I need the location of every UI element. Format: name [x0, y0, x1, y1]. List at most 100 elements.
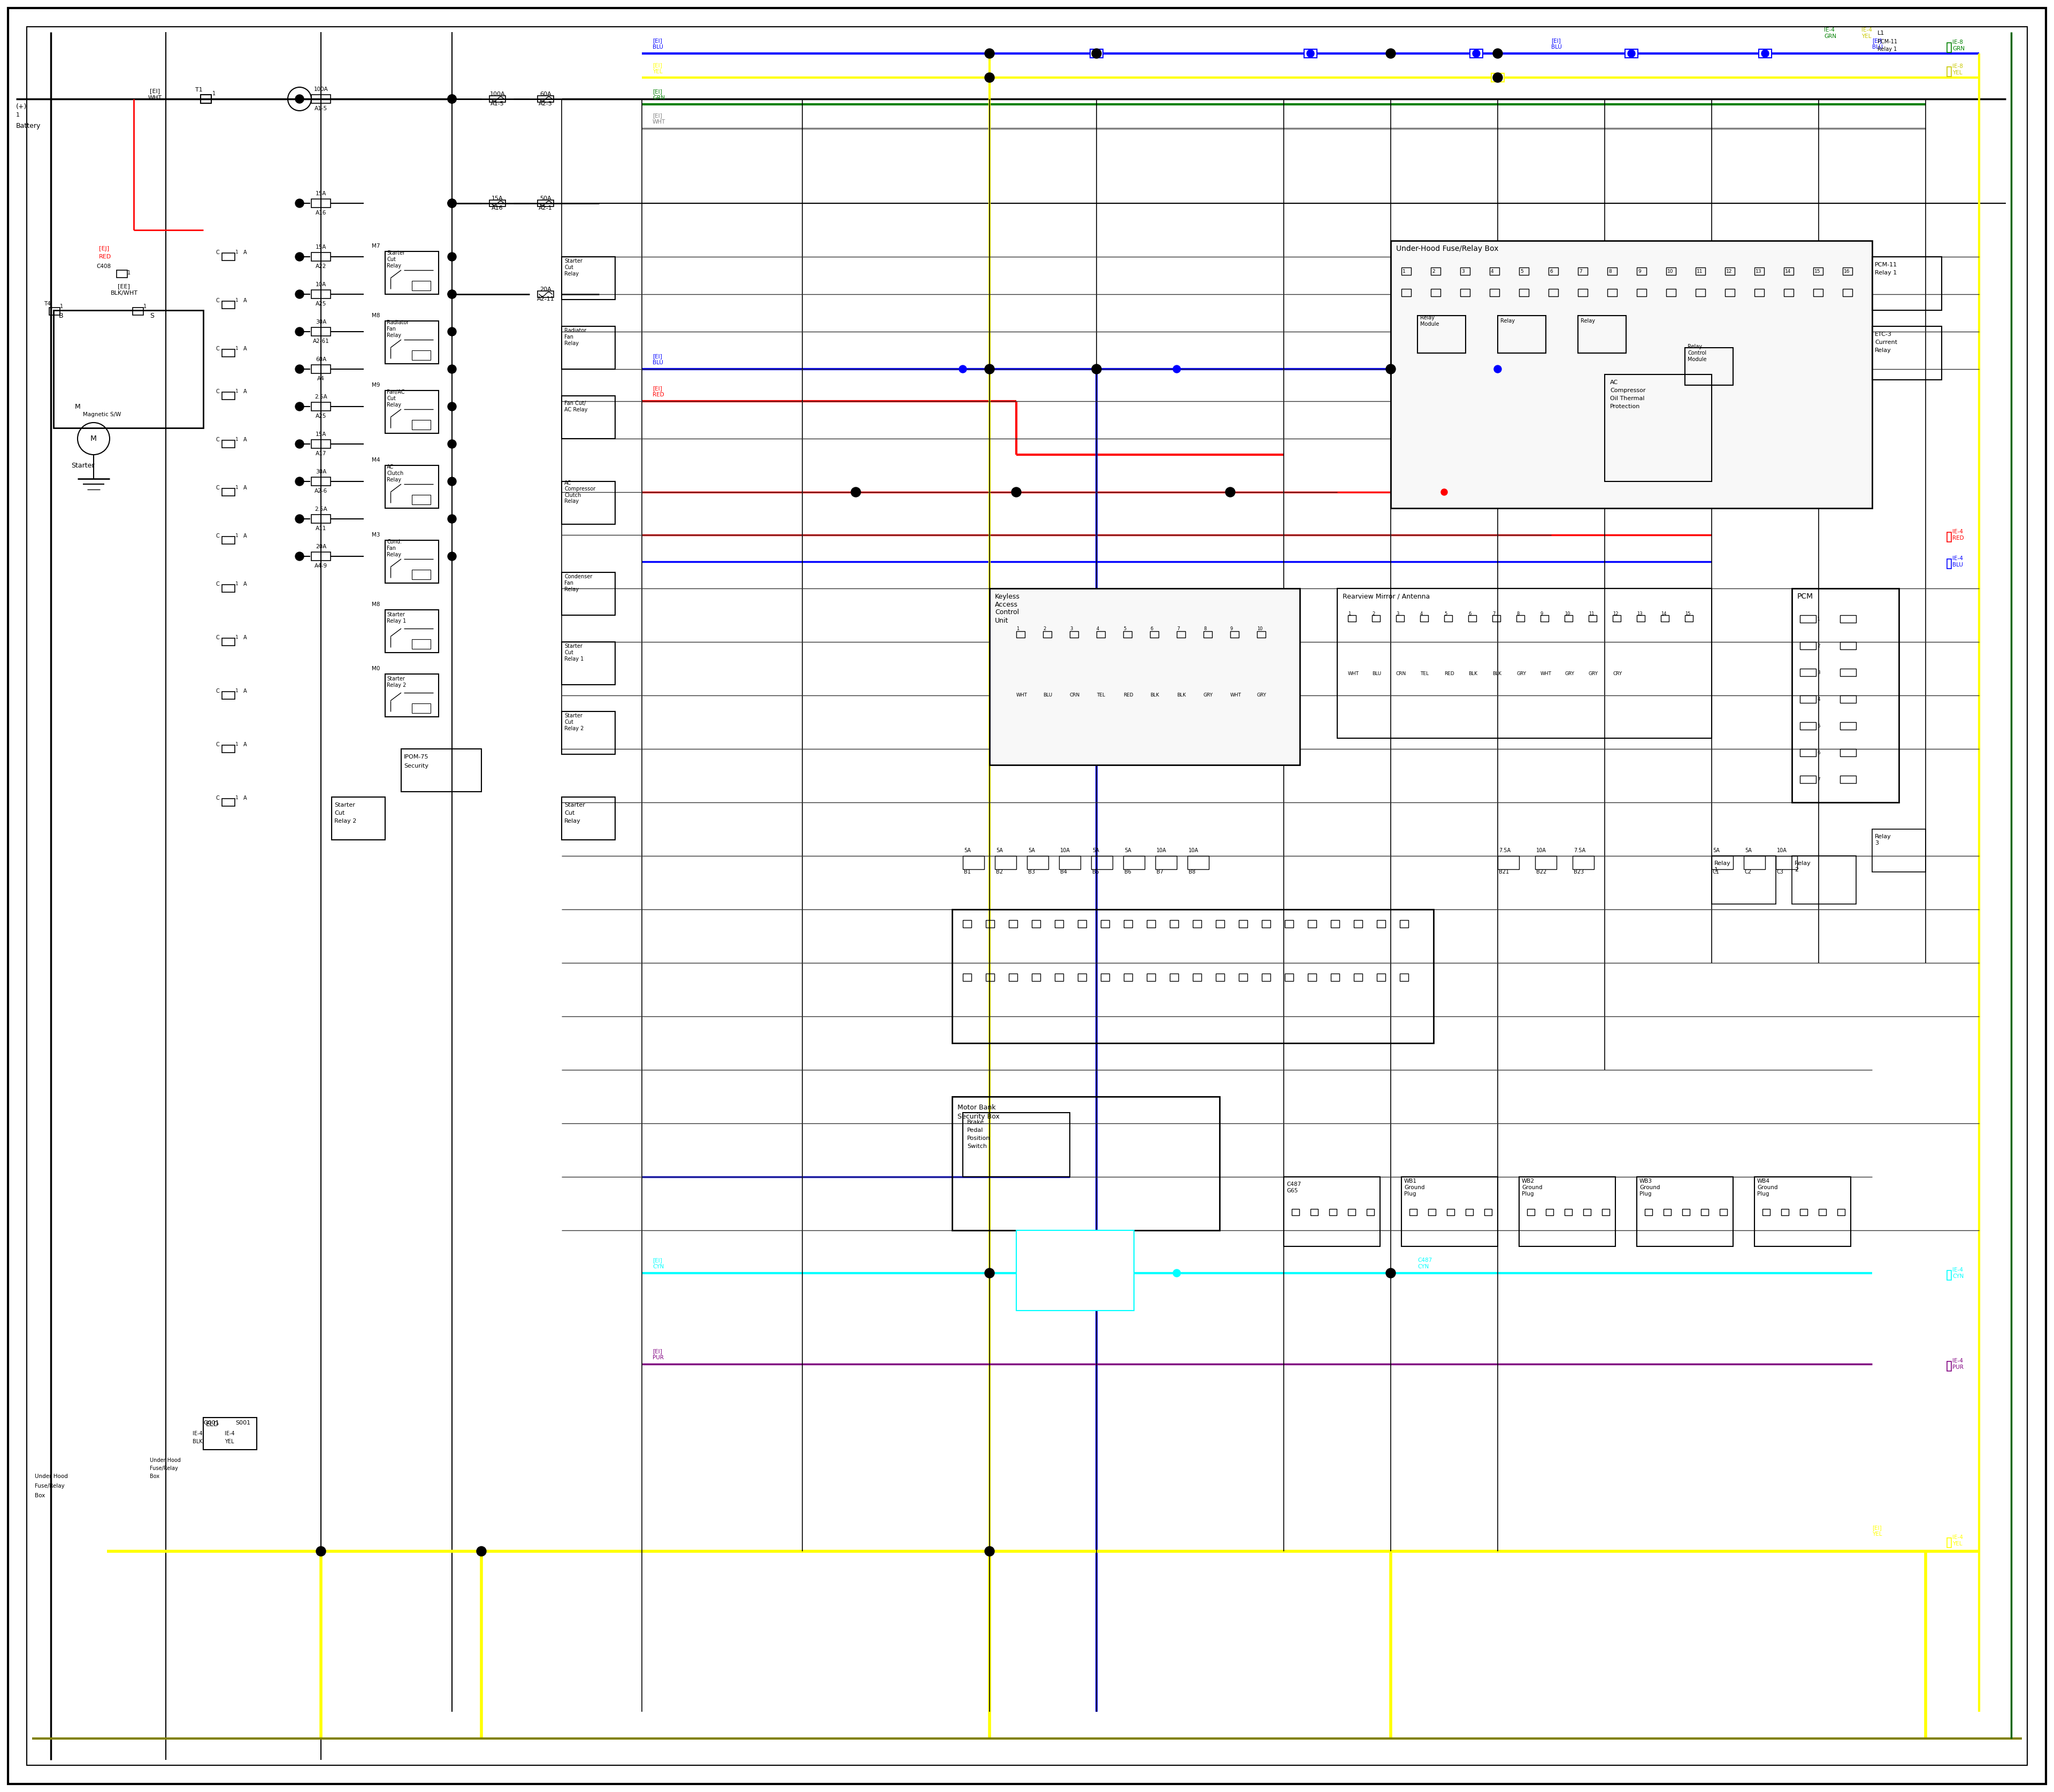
Text: L1: L1: [1877, 30, 1886, 36]
Text: Cut: Cut: [335, 810, 345, 815]
Bar: [1871, 830, 1927, 873]
Text: Starter
Relay 2: Starter Relay 2: [386, 676, 407, 688]
Text: M7: M7: [372, 244, 380, 249]
Bar: [1097, 631, 1105, 638]
Text: Position: Position: [967, 1136, 990, 1142]
Bar: [413, 351, 431, 360]
Text: WB3
Ground
Plug: WB3 Ground Plug: [1639, 1179, 1660, 1197]
Bar: [222, 489, 234, 496]
Text: B4: B4: [1060, 869, 1066, 874]
Text: Oil Thermal: Oil Thermal: [1610, 396, 1645, 401]
Text: S: S: [150, 312, 154, 319]
Bar: [1754, 289, 1764, 296]
Bar: [1460, 289, 1471, 296]
Text: M: M: [74, 403, 80, 410]
Text: RED: RED: [1444, 672, 1454, 676]
Bar: [1684, 348, 1734, 385]
Text: IE-4
BLU: IE-4 BLU: [1953, 556, 1964, 568]
Bar: [1526, 1210, 1534, 1215]
Text: A: A: [242, 688, 246, 694]
Text: Relay 2: Relay 2: [335, 819, 357, 824]
Text: 1: 1: [236, 251, 238, 254]
Text: 9: 9: [1540, 611, 1543, 616]
Bar: [1471, 48, 1483, 57]
Bar: [1031, 919, 1041, 928]
Text: C1: C1: [1713, 869, 1719, 874]
Bar: [1711, 857, 1734, 869]
Text: Fuse/Relay: Fuse/Relay: [35, 1484, 64, 1489]
Text: Fan Cut/
AC Relay: Fan Cut/ AC Relay: [565, 401, 587, 412]
Circle shape: [1386, 1269, 1395, 1278]
Bar: [1216, 973, 1224, 980]
Text: 2.5A: 2.5A: [314, 394, 327, 400]
Bar: [1818, 1210, 1826, 1215]
Bar: [386, 466, 440, 509]
Text: 4: 4: [1419, 611, 1423, 616]
Text: 1: 1: [1347, 611, 1352, 616]
Bar: [963, 919, 972, 928]
Text: B2: B2: [996, 869, 1002, 874]
Text: WHT: WHT: [1347, 672, 1360, 676]
Text: 15: 15: [1814, 269, 1820, 274]
Text: 5A: 5A: [1744, 848, 1752, 853]
Text: C: C: [216, 486, 220, 491]
Text: 1: 1: [236, 582, 238, 586]
Bar: [1177, 631, 1185, 638]
Text: Current: Current: [1875, 340, 1898, 346]
Bar: [1637, 615, 1645, 622]
Text: IE-4
RED: IE-4 RED: [1953, 529, 1964, 541]
Text: WB2
Ground
Plug: WB2 Ground Plug: [1522, 1179, 1543, 1197]
Circle shape: [448, 95, 456, 104]
Circle shape: [984, 73, 994, 82]
Bar: [386, 251, 440, 294]
Bar: [538, 201, 555, 206]
Bar: [1604, 375, 1711, 482]
Text: ETC-3: ETC-3: [1875, 332, 1892, 337]
Circle shape: [448, 514, 456, 523]
Text: 7: 7: [1818, 778, 1820, 781]
Circle shape: [448, 477, 456, 486]
Bar: [1497, 857, 1520, 869]
Text: Compressor: Compressor: [1610, 387, 1645, 392]
Bar: [1840, 642, 1857, 649]
Bar: [986, 973, 994, 980]
Text: Starter: Starter: [72, 462, 94, 470]
Text: YEL: YEL: [224, 1439, 234, 1444]
Text: [EI]
WHT: [EI] WHT: [653, 113, 665, 124]
Text: 20A: 20A: [316, 545, 327, 550]
Bar: [1520, 289, 1528, 296]
Bar: [1347, 1210, 1356, 1215]
Bar: [203, 1417, 257, 1450]
Bar: [1701, 1210, 1709, 1215]
Text: 10A: 10A: [1777, 848, 1787, 853]
Bar: [1744, 857, 1764, 869]
Text: GRY: GRY: [1565, 672, 1573, 676]
Circle shape: [1093, 364, 1101, 375]
Bar: [312, 253, 331, 262]
Text: Security: Security: [405, 763, 429, 769]
Bar: [1286, 919, 1294, 928]
Bar: [1261, 919, 1269, 928]
Bar: [1171, 919, 1179, 928]
Bar: [1337, 588, 1711, 738]
Text: BLK: BLK: [1177, 694, 1185, 697]
Text: 10: 10: [1565, 611, 1569, 616]
Bar: [1171, 973, 1179, 980]
Text: Relay: Relay: [1499, 319, 1516, 324]
Text: 15A: 15A: [316, 192, 327, 197]
Bar: [1397, 615, 1405, 622]
Bar: [413, 281, 431, 290]
Bar: [1777, 857, 1797, 869]
Circle shape: [1093, 48, 1101, 59]
Bar: [1310, 1210, 1319, 1215]
Bar: [561, 396, 614, 439]
Text: A2-3: A2-3: [538, 100, 553, 106]
Text: 5: 5: [1818, 724, 1820, 728]
Text: A: A: [242, 297, 246, 303]
Text: 2.5A: 2.5A: [314, 507, 327, 513]
Text: Keyless: Keyless: [994, 593, 1021, 600]
Circle shape: [1762, 50, 1768, 57]
Text: 50A: 50A: [540, 195, 550, 201]
Bar: [489, 95, 505, 102]
Text: 14: 14: [1785, 269, 1791, 274]
